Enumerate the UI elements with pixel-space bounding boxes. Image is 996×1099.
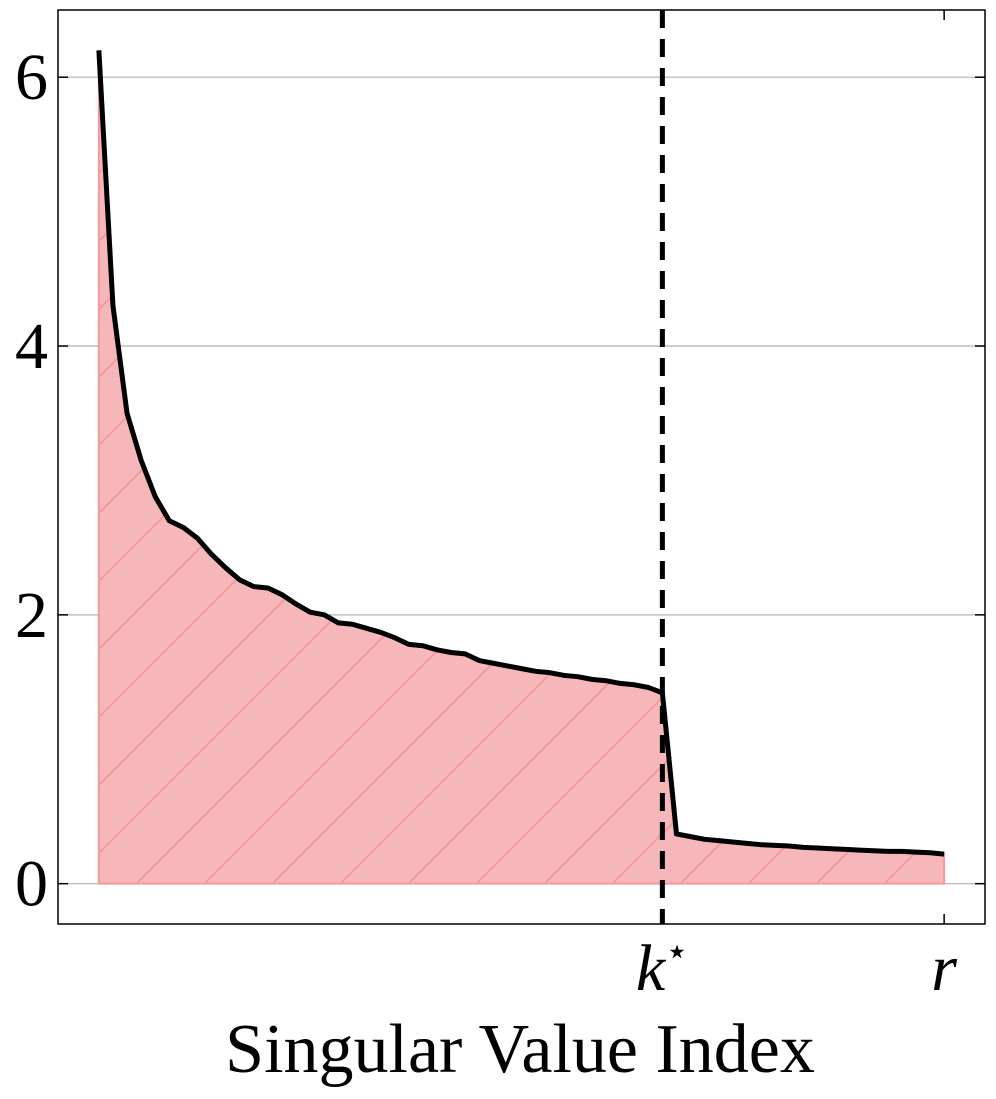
x-axis-title: Singular Value Index	[225, 1011, 815, 1088]
hatch-line	[663, 50, 945, 884]
hatch-line	[867, 50, 945, 884]
y-tick-label-6: 6	[15, 41, 48, 114]
plot-frame	[57, 9, 986, 925]
x-tick-label-superscript: ⋆	[665, 931, 689, 973]
y-tick-label-0: 0	[15, 848, 48, 921]
y-tick-label-4: 4	[15, 310, 48, 383]
area-layer	[97, 50, 946, 885]
area-fill	[97, 50, 946, 885]
x-tick-label-k: k⋆	[636, 931, 689, 1005]
hatch-line	[935, 50, 945, 884]
tick-labels: 0 2 4 6 k⋆ r	[15, 41, 957, 1005]
hatch-line	[731, 50, 945, 884]
x-tick-label-r: r	[931, 932, 957, 1005]
tick-marks	[58, 10, 985, 924]
hatch-line	[799, 50, 945, 884]
y-tick-label-2: 2	[15, 579, 48, 652]
singular-value-line	[96, 50, 945, 857]
line-layer	[96, 10, 945, 924]
